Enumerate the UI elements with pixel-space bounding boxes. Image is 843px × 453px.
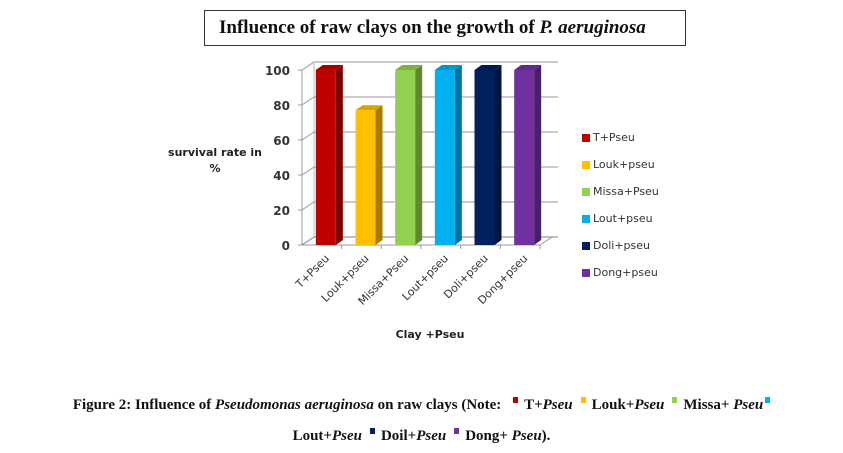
- caption-swatch: [454, 428, 460, 434]
- bar: [355, 110, 376, 245]
- caption-text: ).: [541, 428, 551, 444]
- bar: [434, 70, 455, 245]
- caption-item-italic: Pseu: [733, 397, 764, 413]
- bar-top: [315, 65, 343, 70]
- bar: [514, 70, 535, 245]
- y-tick-label: 80: [273, 99, 290, 113]
- bar: [395, 70, 416, 245]
- caption-item-italic: Pseu: [634, 397, 665, 413]
- caption-item-label: Missa+: [683, 397, 734, 413]
- caption-swatch: [369, 428, 375, 434]
- legend-label: Lout+pseu: [593, 212, 653, 225]
- legend-swatch: [582, 160, 590, 169]
- legend-label: Doli+pseu: [593, 239, 650, 252]
- bar-top: [395, 65, 423, 70]
- caption-item-italic: Pseu: [416, 428, 447, 444]
- chart-title: Influence of raw clays on the growth of …: [204, 10, 686, 46]
- caption-swatch: [765, 397, 771, 403]
- chart-title-text: Influence of raw clays on the growth of: [219, 17, 540, 38]
- caption-text: Figure 2: Influence of: [72, 397, 216, 413]
- caption-item-label: Doil+: [380, 428, 417, 444]
- bar-side: [335, 65, 343, 245]
- bar-top: [514, 65, 542, 70]
- caption-text: on raw clays (Note:: [373, 397, 506, 413]
- caption-item-label: T+: [524, 397, 543, 413]
- y-tick-label: 40: [273, 169, 290, 183]
- y-tick-label: 100: [265, 64, 290, 78]
- bar-side: [534, 65, 542, 245]
- legend-swatch: [582, 214, 590, 223]
- bar-side: [454, 65, 462, 245]
- bar-top: [355, 105, 383, 111]
- caption-item-italic: Pseu: [511, 428, 542, 444]
- legend-label: Dong+pseu: [593, 266, 658, 279]
- figure-caption-line2: Lout+Pseu Doil+Pseu Dong+ Pseu).: [0, 428, 843, 445]
- legend-item: Doli+pseu: [582, 232, 659, 259]
- bar: [474, 70, 495, 245]
- gridline: [301, 61, 558, 71]
- bar-top: [434, 65, 462, 70]
- legend-swatch: [582, 268, 590, 277]
- caption-swatch: [672, 397, 678, 403]
- caption-swatch: [580, 397, 586, 403]
- legend: T+Pseu Louk+pseu Missa+Pseu Lout+pseu Doli+p…: [582, 124, 659, 286]
- legend-label: T+Pseu: [593, 131, 635, 144]
- y-tick-label: 20: [273, 204, 290, 218]
- y-tick-label: 60: [273, 134, 290, 148]
- legend-item: T+Pseu: [582, 124, 659, 151]
- x-tick-label: T+Pseu: [292, 252, 331, 291]
- legend-item: Lout+pseu: [582, 205, 659, 232]
- bar-top: [474, 65, 502, 70]
- y-axis-label-line1: survival rate in: [168, 146, 262, 159]
- bar: [315, 70, 336, 245]
- bar-side: [494, 65, 502, 245]
- y-axis-label: survival rate in %: [150, 145, 280, 177]
- bar-side: [415, 65, 423, 245]
- legend-swatch: [582, 133, 590, 142]
- caption-item-label: Lout+: [292, 428, 332, 444]
- legend-item: Dong+pseu: [582, 259, 659, 286]
- legend-label: Missa+Pseu: [593, 185, 659, 198]
- bar-side: [375, 105, 383, 245]
- caption-species: Pseudomonas aeruginosa: [215, 397, 374, 413]
- x-axis-label: Clay +Pseu: [395, 328, 465, 341]
- legend-label: Louk+pseu: [593, 158, 655, 171]
- caption-swatch: [513, 397, 519, 403]
- legend-item: Missa+Pseu: [582, 178, 659, 205]
- caption-item-label: Louk+: [591, 397, 635, 413]
- caption-item-italic: Pseu: [542, 397, 573, 413]
- side-wall: [301, 62, 315, 246]
- y-tick-label: 0: [282, 239, 290, 253]
- legend-item: Louk+pseu: [582, 151, 659, 178]
- caption-item-label: Dong+: [465, 428, 512, 444]
- figure-caption-line1: Figure 2: Influence of Pseudomonas aerug…: [0, 397, 843, 414]
- chart-title-species: P. aeruginosa: [539, 17, 646, 38]
- legend-swatch: [582, 241, 590, 250]
- caption-item-italic: Pseu: [331, 428, 362, 444]
- legend-swatch: [582, 187, 590, 196]
- y-axis-label-line2: %: [209, 162, 221, 175]
